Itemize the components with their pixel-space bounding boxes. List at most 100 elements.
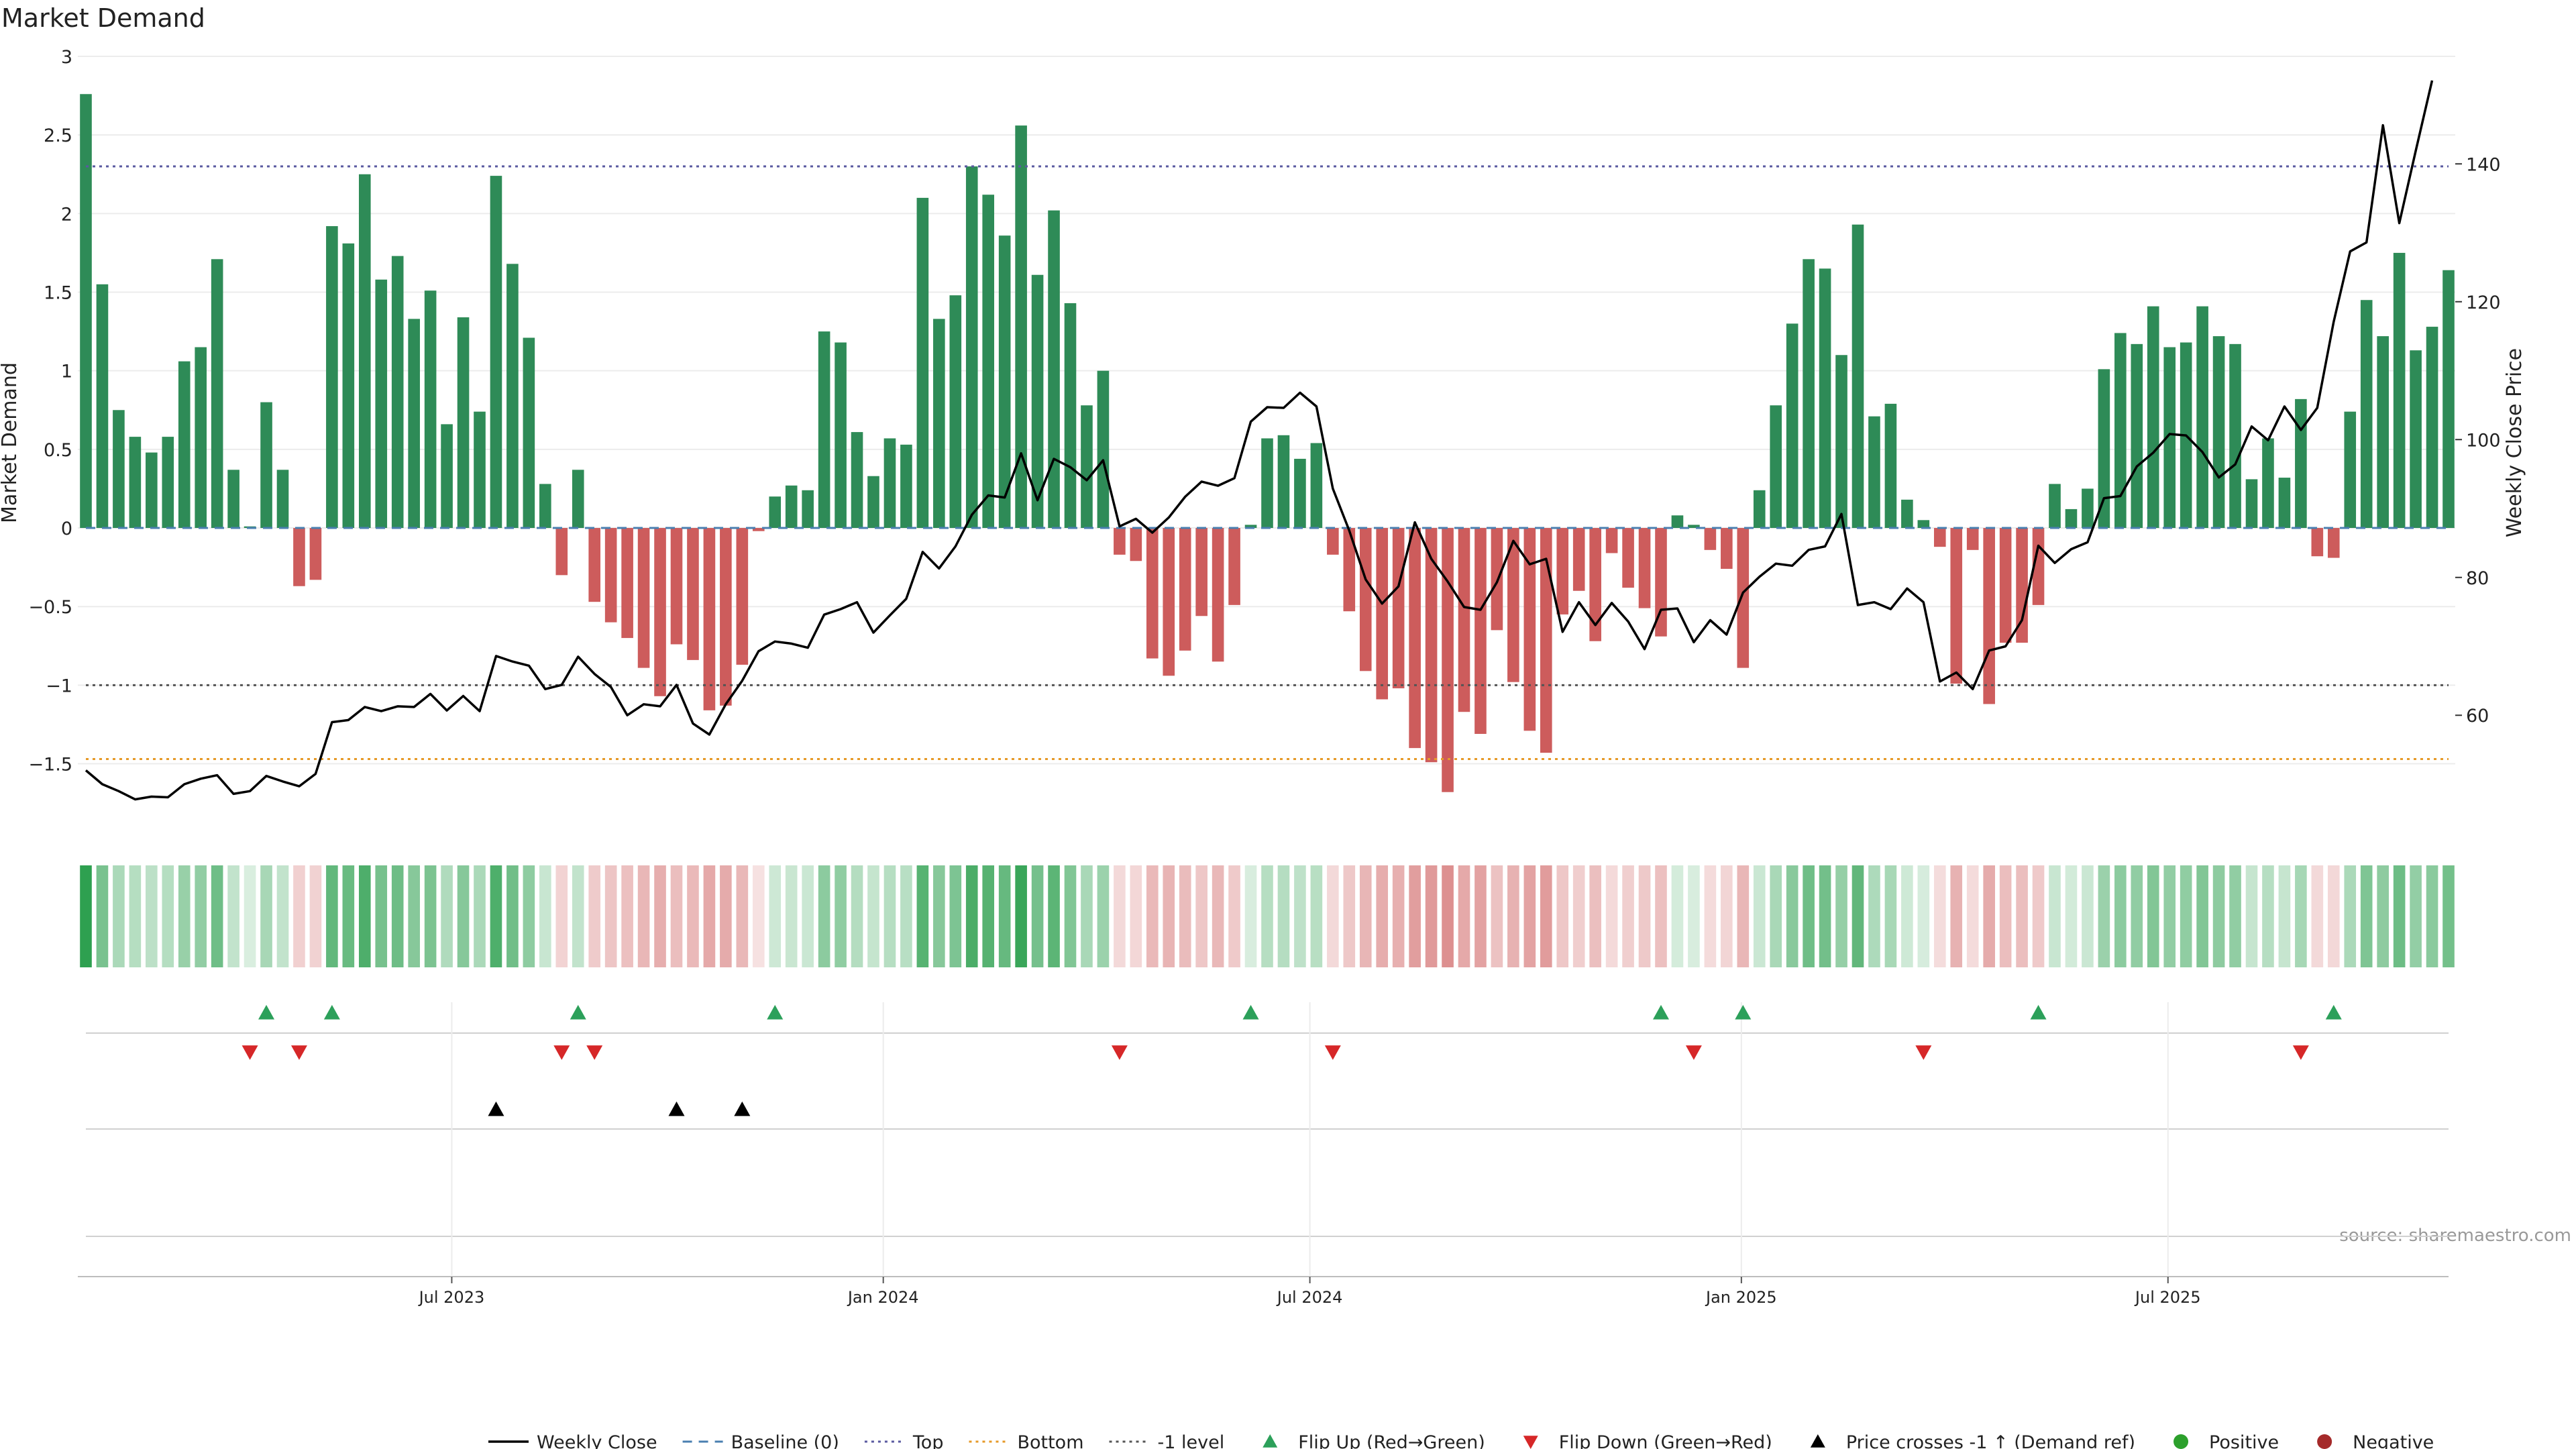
demand-bar: [227, 470, 239, 529]
demand-bar: [1195, 528, 1208, 616]
demand-bar: [195, 347, 207, 529]
demand-bar: [1933, 528, 1946, 547]
demand-bar: [2196, 306, 2208, 529]
heat-strip-cell: [490, 865, 502, 967]
legend-swatch: [2317, 1434, 2332, 1449]
heat-strip-cell: [1277, 865, 1290, 967]
demand-bar: [1491, 528, 1503, 631]
heat-strip-cell: [2180, 865, 2192, 967]
legend-item-bottom: Bottom: [969, 1432, 1084, 1449]
heat-strip-cell: [1081, 865, 1093, 967]
demand-bar: [2098, 369, 2110, 529]
demand-bar: [1474, 528, 1487, 735]
heat-strip-cell: [555, 865, 568, 967]
y2-tick-label: 140: [2466, 154, 2501, 175]
y2-tick-label: 80: [2466, 568, 2489, 589]
event-markers: Jul 2023 Jan 2024 Jul 2024 Jan 2025 Jul 2025: [78, 1002, 2449, 1307]
heat-strip-cell: [1327, 865, 1339, 967]
heat-strip-cell: [1376, 865, 1389, 967]
demand-bar: [703, 528, 716, 710]
heat-strip-cell: [474, 865, 486, 967]
demand-bar: [2443, 270, 2455, 529]
demand-bar: [1704, 528, 1717, 550]
demand-bar: [1343, 528, 1356, 612]
demand-bar: [1688, 525, 1700, 529]
demand-bar: [1572, 528, 1585, 591]
demand-bar: [1146, 528, 1159, 659]
demand-bar: [178, 361, 191, 529]
flip-up-marker: [767, 1005, 784, 1020]
heat-strip-cell: [146, 865, 158, 967]
y2-axis-label: Weekly Close Price: [2503, 348, 2526, 537]
heat-strip-cell: [1179, 865, 1191, 967]
heat-strip-cell: [211, 865, 223, 967]
heat-strip-cell: [1523, 865, 1536, 967]
y2-tick-label: 100: [2466, 430, 2501, 451]
demand-bar: [1835, 355, 1847, 529]
demand-heat-strip: [80, 865, 2455, 967]
heat-strip-cell: [1146, 865, 1159, 967]
demand-bar: [998, 235, 1011, 529]
axes: −1.5 −1 −0.5 0 0.5 1 1.5 2 2.5 3 60 80 100 120 140: [28, 47, 2500, 775]
legend-item-flip_up: Flip Up (Red→Green): [1263, 1432, 1485, 1449]
y-tick-label: 1.5: [44, 283, 72, 304]
demand-bar: [588, 528, 601, 602]
flip-up-marker: [570, 1005, 586, 1020]
demand-bar: [2049, 484, 2061, 529]
heat-strip-cell: [1950, 865, 1963, 967]
heat-strip-cell: [965, 865, 978, 967]
demand-bar: [1999, 528, 2012, 643]
demand-bar: [1081, 405, 1093, 529]
heat-strip-cell: [1294, 865, 1306, 967]
demand-bar: [1523, 528, 1536, 731]
heat-strip-cell: [1130, 865, 1142, 967]
heat-strip-cell: [1803, 865, 1815, 967]
heat-strip-cell: [326, 865, 338, 967]
demand-bar: [2114, 333, 2127, 529]
heat-strip-cell: [1884, 865, 1897, 967]
heat-strip-cell: [2410, 865, 2422, 967]
heat-strip-cell: [1491, 865, 1503, 967]
demand-bar: [2082, 488, 2094, 529]
demand-bar: [900, 444, 912, 529]
heat-strip-cell: [818, 865, 830, 967]
heat-strip-cell: [506, 865, 519, 967]
heat-strip-cell: [572, 865, 584, 967]
heat-strip-cell: [1359, 865, 1372, 967]
heat-strip-cell: [441, 865, 453, 967]
heat-strip-cell: [654, 865, 666, 967]
demand-bar: [2344, 411, 2357, 529]
demand-bar: [1048, 210, 1060, 529]
demand-bar: [2131, 343, 2143, 529]
heat-strip-cell: [1933, 865, 1946, 967]
demand-bar: [883, 438, 896, 529]
heat-strip-cell: [1064, 865, 1077, 967]
heat-strip-cell: [227, 865, 239, 967]
demand-bar: [408, 319, 420, 529]
heat-strip-cell: [916, 865, 929, 967]
y-tick-label: 3: [61, 47, 72, 68]
heat-strip-cell: [1458, 865, 1470, 967]
demand-bar: [1622, 528, 1634, 588]
legend-item-minus1: -1 level: [1109, 1432, 1224, 1449]
legend-label: Top: [912, 1432, 944, 1449]
y-tick-label: −0.5: [28, 597, 72, 618]
demand-bar: [1294, 458, 1306, 529]
heat-strip-cell: [1819, 865, 1831, 967]
demand-bar: [1310, 443, 1323, 529]
price-series: [85, 80, 2434, 801]
heat-strip-cell: [1343, 865, 1356, 967]
heat-strip-cell: [1392, 865, 1405, 967]
demand-bar: [342, 243, 355, 529]
heat-strip-cell: [1228, 865, 1240, 967]
heat-strip-cell: [1917, 865, 1930, 967]
demand-bar: [523, 337, 535, 529]
heat-strip-cell: [2016, 865, 2028, 967]
heat-strip-cell: [900, 865, 912, 967]
demand-bar: [720, 528, 732, 706]
heat-strip-cell: [851, 865, 863, 967]
demand-bar: [1327, 528, 1339, 555]
heat-strip-cell: [276, 865, 289, 967]
heat-strip-cell: [2065, 865, 2078, 967]
demand-bar: [1851, 224, 1864, 529]
